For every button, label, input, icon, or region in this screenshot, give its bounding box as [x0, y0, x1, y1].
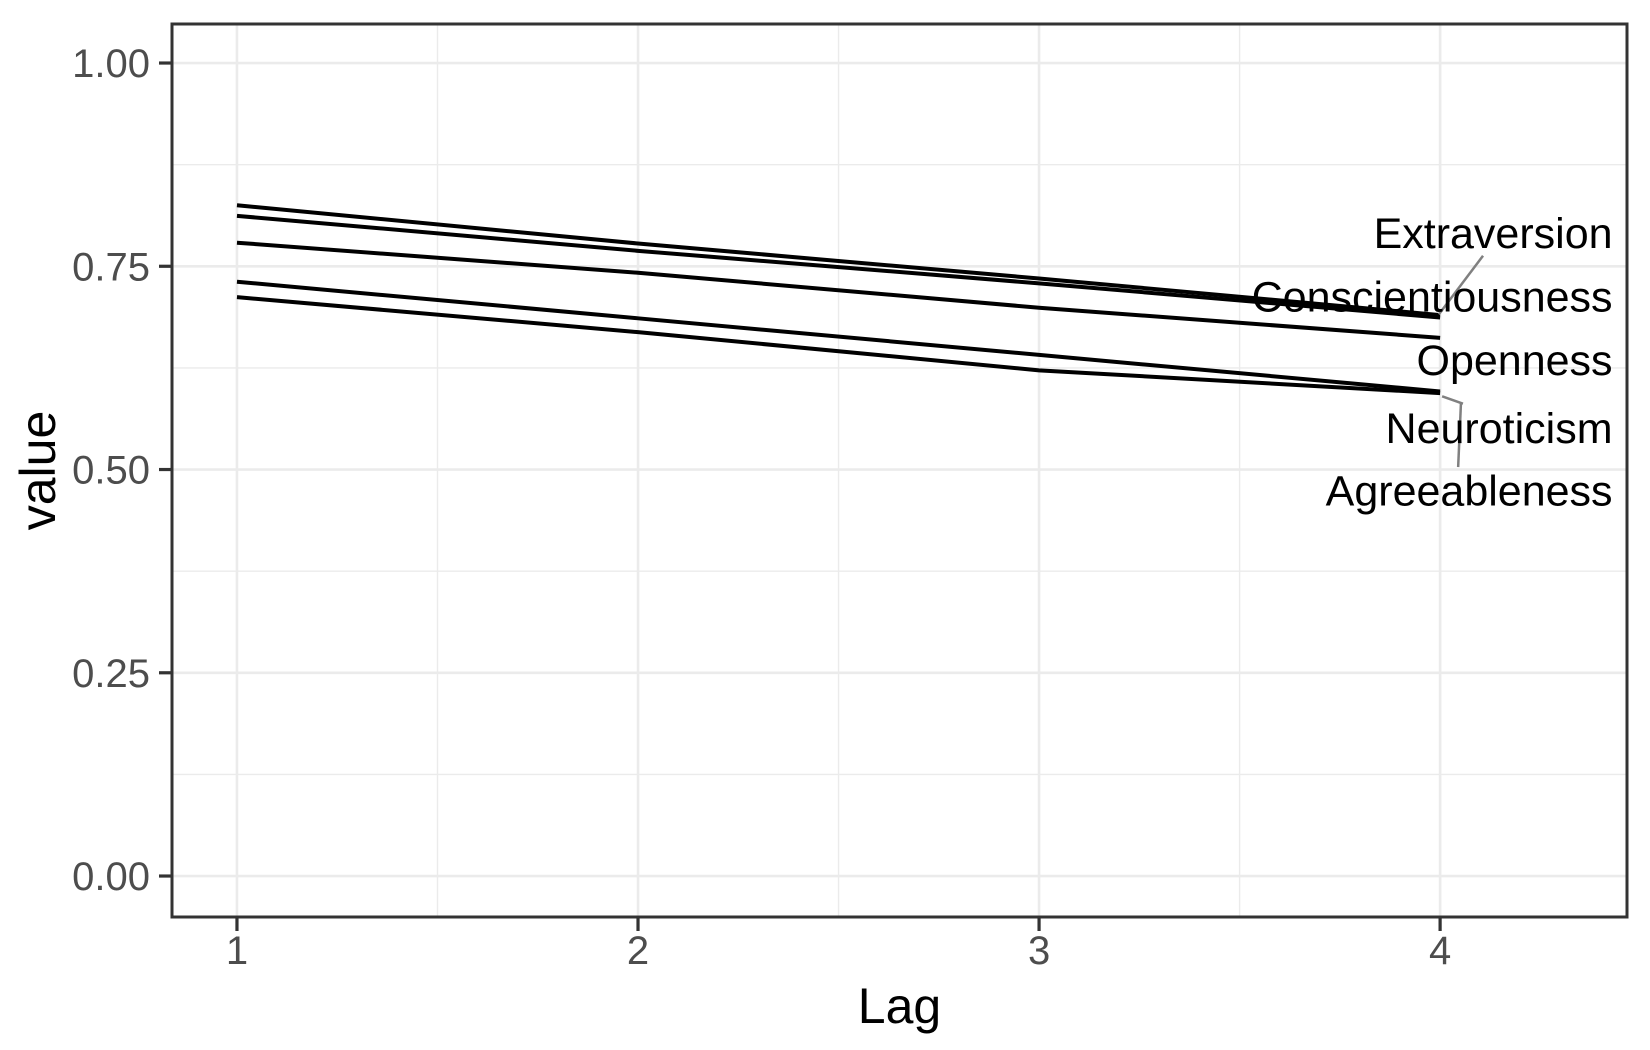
series-label-extraversion: Extraversion	[1374, 210, 1613, 258]
y-tick-label: 0.00	[72, 855, 150, 899]
series-line-extraversion	[236, 203, 1441, 318]
y-tick-label: 0.25	[72, 652, 150, 696]
axis-ticks	[159, 61, 1442, 931]
series-label-openness: Openness	[1417, 337, 1613, 385]
series-line-openness	[236, 240, 1441, 340]
series-lines	[236, 203, 1441, 396]
x-tick-label: 2	[627, 929, 649, 973]
series-line-agreeableness	[236, 295, 1441, 396]
leader-line-neuroticism	[1441, 395, 1464, 405]
x-tick-label: 4	[1429, 929, 1451, 973]
x-axis-title: Lag	[858, 978, 941, 1034]
x-tick-label: 1	[226, 929, 248, 973]
series-label-neuroticism: Neuroticism	[1386, 405, 1613, 453]
axis-tick-labels: 1 2 3 4 0.00 0.25 0.50 0.75 1.00	[72, 42, 1451, 973]
label-leader-lines	[1437, 254, 1485, 468]
y-axis-title: value	[10, 411, 66, 531]
y-tick-label: 1.00	[72, 42, 150, 86]
leader-line-extraversion	[1437, 254, 1485, 315]
series-line-conscientiousness	[236, 213, 1441, 320]
series-line-neuroticism	[236, 279, 1441, 394]
series-labels: Extraversion Conscientiousness Openness Neu…	[1252, 210, 1613, 516]
y-tick-label: 0.75	[72, 245, 150, 289]
x-tick-label: 3	[1028, 929, 1050, 973]
series-label-agreeableness: Agreeableness	[1326, 468, 1613, 516]
y-tick-label: 0.50	[72, 449, 150, 493]
leader-line-agreeableness	[1456, 402, 1463, 468]
series-label-conscientiousness: Conscientiousness	[1252, 273, 1613, 321]
